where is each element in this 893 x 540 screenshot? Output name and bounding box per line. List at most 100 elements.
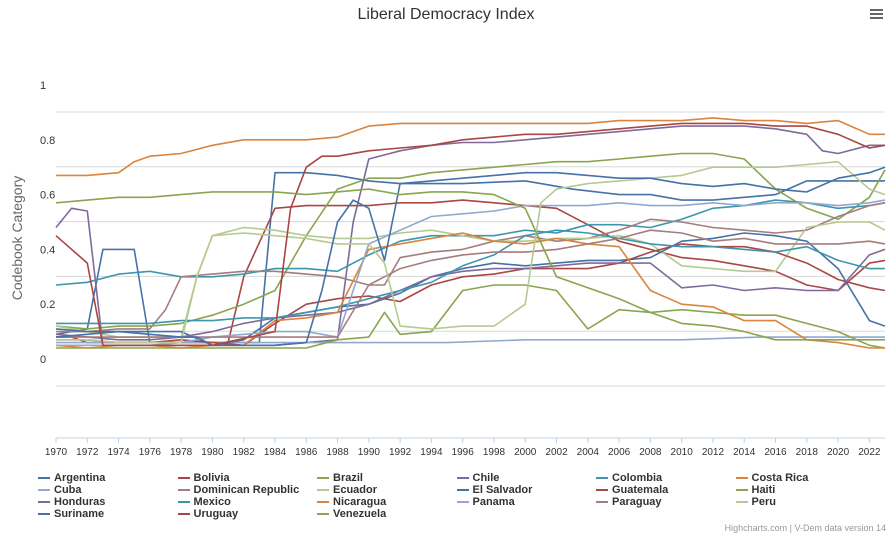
legend-label: Colombia [612, 471, 663, 484]
legend-swatch [317, 500, 329, 503]
legend-item-brazil[interactable]: Brazil [317, 471, 363, 484]
legend-label: Ecuador [333, 483, 378, 496]
x-tick-label: 1972 [76, 447, 99, 458]
series-line-suriname[interactable] [55, 166, 886, 347]
legend-item-peru[interactable]: Peru [735, 495, 776, 508]
x-tick-label: 1978 [170, 447, 193, 458]
x-tick-label: 2004 [577, 447, 600, 458]
series-line-costa-rica[interactable] [56, 117, 885, 177]
series-line-haiti[interactable] [56, 284, 886, 349]
legend-item-nicaragua[interactable]: Nicaragua [317, 495, 386, 508]
legend-label: Brazil [333, 471, 363, 484]
legend-label: Haiti [751, 483, 776, 496]
legend-item-ecuador[interactable]: Ecuador [317, 483, 377, 496]
legend-item-argentina[interactable]: Argentina [38, 471, 105, 484]
x-tick-label: 1998 [483, 447, 506, 458]
legend-swatch [38, 488, 50, 491]
x-tick-label: 1970 [45, 447, 68, 458]
legend-label: Uruguay [193, 507, 239, 520]
legend-label: Peru [751, 495, 776, 508]
legend-swatch [317, 476, 329, 479]
legend-label: Honduras [54, 495, 106, 508]
y-tick-label: 0.4 [40, 244, 55, 256]
series-line-uruguay[interactable] [55, 122, 886, 347]
legend-swatch [596, 488, 608, 491]
legend-label: Venezuela [333, 507, 387, 520]
legend-item-guatemala[interactable]: Guatemala [596, 483, 668, 496]
legend-label: El Salvador [472, 483, 533, 496]
grid-lines [56, 111, 885, 439]
legend-swatch [177, 476, 190, 479]
x-tick-label: 2014 [733, 447, 756, 458]
legend-item-el-salvador[interactable]: El Salvador [456, 483, 533, 496]
x-tick-label: 1996 [452, 447, 475, 458]
legend-item-bolivia[interactable]: Bolivia [177, 471, 230, 484]
legend-swatch [38, 500, 50, 503]
legend-swatch [456, 500, 469, 503]
legend-item-panama[interactable]: Panama [456, 495, 515, 508]
legend-item-honduras[interactable]: Honduras [38, 495, 105, 508]
legend-item-paraguay[interactable]: Paraguay [596, 495, 662, 508]
series-line-brazil[interactable] [55, 152, 886, 330]
legend-label: Cuba [54, 483, 82, 496]
series-line-peru[interactable] [56, 160, 886, 344]
y-axis-ticks: 0 0.2 0.4 0.6 0.8 1 [40, 80, 55, 366]
legend-item-uruguay[interactable]: Uruguay [177, 507, 239, 520]
legend-item-suriname[interactable]: Suriname [38, 507, 104, 520]
x-tick-label: 2002 [545, 447, 568, 458]
x-tick-label: 2022 [858, 447, 881, 458]
legend-swatch [596, 500, 608, 503]
series-line-cuba[interactable] [56, 336, 885, 344]
series-line-argentina[interactable] [55, 171, 885, 344]
legend-item-haiti[interactable]: Haiti [735, 483, 776, 496]
legend-label: Paraguay [612, 495, 662, 508]
y-tick-label: 1 [40, 80, 46, 92]
legend-swatch [177, 512, 190, 515]
x-tick-label: 1982 [233, 447, 256, 458]
series-line-honduras[interactable] [55, 248, 886, 341]
series-line-mexico[interactable] [56, 229, 885, 325]
legend-item-mexico[interactable]: Mexico [177, 495, 231, 508]
x-tick-label: 2020 [827, 447, 850, 458]
legend-swatch [735, 488, 748, 491]
x-tick-label: 2018 [796, 447, 819, 458]
series-lines [55, 117, 886, 349]
legend-swatch [177, 500, 190, 503]
x-tick-label: 1984 [264, 447, 287, 458]
legend-swatch [735, 500, 748, 503]
legend-swatch [38, 512, 50, 515]
legend-swatch [735, 476, 748, 479]
legend-label: Mexico [193, 495, 231, 508]
legend-item-chile[interactable]: Chile [456, 471, 499, 484]
legend-label: Argentina [54, 471, 106, 484]
x-tick-label: 2000 [514, 447, 537, 458]
chart-title: Liberal Democracy Index [358, 6, 535, 23]
y-tick-label: 0.6 [40, 190, 55, 202]
legend-item-cuba[interactable]: Cuba [38, 483, 82, 496]
legend-swatch [317, 488, 329, 491]
legend-item-costa-rica[interactable]: Costa Rica [735, 471, 808, 484]
legend-item-colombia[interactable]: Colombia [596, 471, 662, 484]
legend-swatch [317, 512, 329, 515]
hamburger-menu-icon[interactable] [866, 6, 886, 24]
x-tick-label: 2012 [702, 447, 725, 458]
legend-label: Dominican Republic [193, 483, 300, 496]
series-line-guatemala[interactable] [56, 243, 886, 347]
x-tick-label: 2010 [671, 447, 694, 458]
legend-item-venezuela[interactable]: Venezuela [317, 507, 386, 520]
legend-item-dominican-republic[interactable]: Dominican Republic [177, 483, 300, 496]
x-tick-label: 1980 [201, 447, 224, 458]
series-line-dominican-republic[interactable] [56, 202, 886, 333]
y-tick-label: 0.2 [40, 299, 55, 311]
series-line-el-salvador[interactable] [55, 232, 886, 347]
y-tick-label: 0 [40, 354, 46, 366]
series-line-panama[interactable] [56, 199, 886, 347]
legend-label: Suriname [54, 507, 105, 520]
credits-text[interactable]: Highcharts.com | V-Dem data version 14 [724, 523, 886, 533]
series-line-venezuela[interactable] [55, 188, 885, 341]
x-tick-label: 1988 [326, 447, 349, 458]
legend-label: Nicaragua [333, 495, 387, 508]
series-line-nicaragua[interactable] [55, 232, 885, 349]
